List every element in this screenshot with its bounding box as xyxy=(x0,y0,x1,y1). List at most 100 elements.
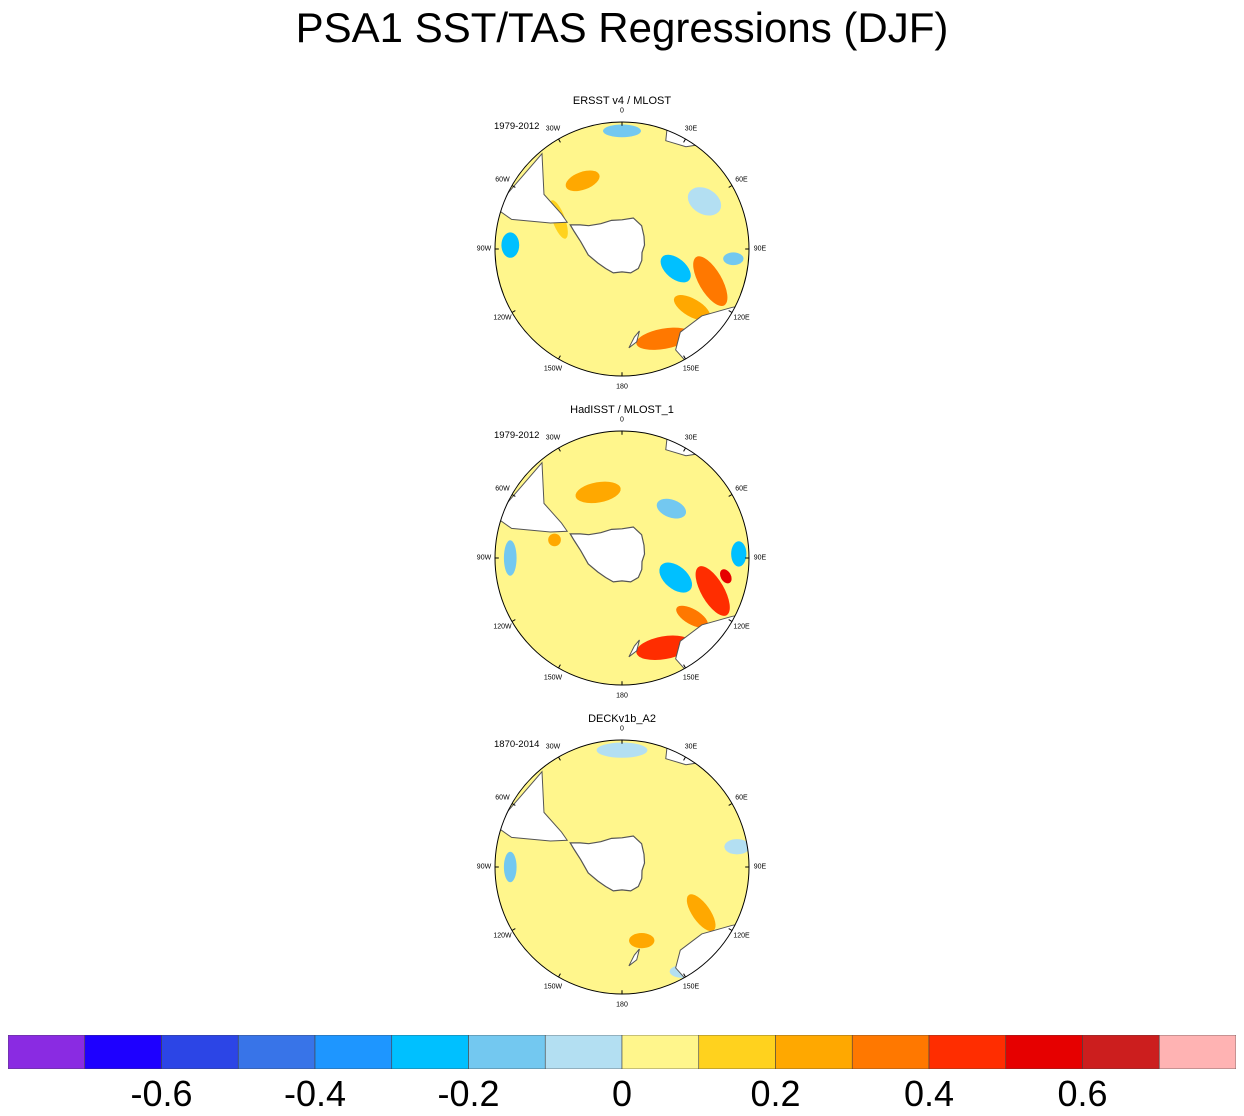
panel-period: 1870-2014 xyxy=(494,739,540,750)
new-zealand-landmass xyxy=(628,948,640,967)
colorbar-tick-label: -0.6 xyxy=(130,1073,193,1114)
longitude-tick xyxy=(728,310,733,313)
anomaly-region xyxy=(565,170,600,192)
panel-deckv1b: DECKv1b_A2 1870-2014 0 30E 60E 90E 120E 150E 1… xyxy=(472,713,772,1013)
polar-map xyxy=(494,121,750,377)
colorbar-swatch xyxy=(621,1035,700,1069)
longitude-label: 150W xyxy=(543,983,563,990)
longitude-label: 60W xyxy=(495,794,510,802)
longitude-label: 150W xyxy=(543,674,563,681)
longitude-label: 30W xyxy=(545,743,561,751)
longitude-tick xyxy=(511,619,516,622)
colorbar-swatch xyxy=(1158,1035,1236,1069)
longitude-label: 90W xyxy=(476,863,492,871)
longitude-label: 0 xyxy=(620,107,624,115)
colorbar-swatch xyxy=(468,1035,546,1069)
colorbar-swatch xyxy=(391,1035,469,1069)
colorbar-swatch xyxy=(84,1035,162,1069)
longitude-label: 150E xyxy=(682,674,700,681)
antarctica-landmass xyxy=(569,217,646,274)
longitude-label: 120E xyxy=(733,623,750,631)
anomaly-region xyxy=(693,256,728,307)
longitude-tick xyxy=(558,664,561,669)
colorbar-tick-label: 0 xyxy=(611,1073,633,1114)
longitude-label: 90E xyxy=(753,554,767,562)
anomaly-region xyxy=(676,605,708,628)
panel-period: 1979-2012 xyxy=(494,121,540,132)
longitude-tick xyxy=(683,138,686,143)
colorbar-swatch xyxy=(698,1035,776,1069)
anomaly-region xyxy=(575,481,621,504)
panel-hadisst: HadISST / MLOST_1 1979-2012 0 30E 60E 90E 12… xyxy=(472,404,772,704)
longitude-tick xyxy=(683,973,686,978)
longitude-tick xyxy=(511,494,516,497)
anomaly-region xyxy=(602,124,642,138)
new-zealand-landmass xyxy=(628,639,640,658)
anomaly-region xyxy=(719,569,732,584)
longitude-tick xyxy=(511,310,516,313)
anomaly-region xyxy=(724,839,749,855)
longitude-tick xyxy=(683,664,686,669)
longitude-tick xyxy=(683,756,686,761)
colorbar-swatch xyxy=(851,1035,930,1069)
longitude-tick xyxy=(558,973,561,978)
colorbar-tick-label: -0.2 xyxy=(437,1073,500,1114)
panel-title: DECKv1b_A2 xyxy=(588,713,656,725)
colorbar-swatch xyxy=(928,1035,1007,1069)
longitude-label: 30E xyxy=(684,743,698,751)
panel-title: HadISST / MLOST_1 xyxy=(570,404,674,416)
panel-ersst: ERSST v4 / MLOST 1979-2012 0 30E 60E 90E 120… xyxy=(472,95,772,395)
longitude-label: 120W xyxy=(493,314,512,322)
longitude-tick xyxy=(558,355,561,360)
longitude-tick xyxy=(728,619,733,622)
colorbar-tick-label: 0.6 xyxy=(1057,1073,1108,1114)
longitude-label: 60W xyxy=(495,176,510,184)
colorbar-tick-label: -0.4 xyxy=(283,1073,347,1114)
anomaly-region xyxy=(731,541,747,567)
longitude-tick xyxy=(558,447,561,452)
longitude-tick xyxy=(728,803,733,806)
colorbar-swatch xyxy=(161,1035,239,1069)
longitude-label: 180 xyxy=(616,692,628,700)
colorbar-tick-label: 0.2 xyxy=(750,1073,801,1114)
longitude-tick xyxy=(511,803,516,806)
anomaly-region xyxy=(656,498,687,519)
longitude-tick xyxy=(683,355,686,360)
new-zealand-landmass xyxy=(628,330,640,349)
anomaly-region xyxy=(501,232,520,258)
longitude-label: 30E xyxy=(684,125,698,133)
anomaly-region xyxy=(695,566,730,616)
longitude-label: 90W xyxy=(476,245,492,253)
longitude-label: 60E xyxy=(735,794,748,802)
longitude-label: 150E xyxy=(682,983,700,990)
colorbar-swatch xyxy=(237,1035,316,1069)
longitude-label: 150W xyxy=(543,365,563,372)
antarctica-landmass xyxy=(569,835,646,892)
longitude-label: 120E xyxy=(733,932,750,940)
polar-map xyxy=(494,739,750,995)
longitude-label: 90E xyxy=(753,245,767,253)
colorbar-tick-label: 0.4 xyxy=(903,1073,955,1114)
anomaly-region xyxy=(503,540,517,576)
anomaly-region xyxy=(723,252,744,266)
anomaly-region xyxy=(673,295,711,321)
colorbar xyxy=(8,1035,1236,1069)
anomaly-region xyxy=(660,254,691,283)
anomaly-region xyxy=(687,187,722,216)
colorbar-swatch xyxy=(8,1035,86,1069)
colorbar-swatch xyxy=(314,1035,393,1069)
longitude-label: 60E xyxy=(735,485,748,493)
anomaly-region xyxy=(659,562,693,593)
longitude-label: 150E xyxy=(682,365,700,372)
colorbar-swatch xyxy=(775,1035,853,1069)
panel-title: ERSST v4 / MLOST xyxy=(572,95,672,107)
longitude-tick xyxy=(558,138,561,143)
longitude-tick xyxy=(683,447,686,452)
longitude-label: 60W xyxy=(495,485,510,493)
anomaly-region xyxy=(686,894,716,932)
longitude-label: 0 xyxy=(620,416,624,424)
longitude-label: 120W xyxy=(493,623,512,631)
longitude-label: 90W xyxy=(476,554,492,562)
longitude-tick xyxy=(728,494,733,497)
longitude-label: 180 xyxy=(616,383,628,391)
